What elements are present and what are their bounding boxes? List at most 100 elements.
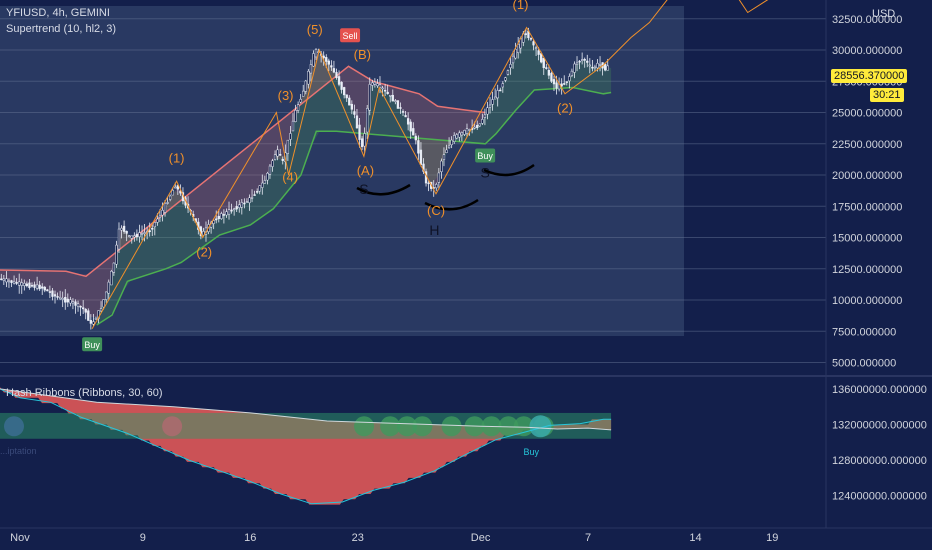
candle-up (481, 119, 484, 124)
ribbon-dot (4, 416, 24, 437)
time-axis-tick-label: 23 (352, 532, 364, 544)
candle-up (69, 299, 72, 304)
hash-ribbons-title: Hash Ribbons (Ribbons, 30, 60) (6, 387, 163, 399)
candle-down (414, 135, 417, 141)
candle-up (368, 84, 371, 111)
candle-down (0, 278, 3, 281)
time-axis-tick-label: 16 (244, 532, 256, 544)
wave-label: (1) (513, 0, 529, 12)
last-price-tag: 28556.370000 (831, 69, 908, 83)
ribbon-dot (354, 416, 375, 437)
candle-up (483, 114, 487, 118)
candle-up (501, 83, 504, 88)
candle-up (478, 123, 481, 127)
candle-up (35, 284, 39, 289)
candle-up (570, 70, 574, 76)
candle-down (215, 218, 218, 221)
wave-label: (2) (557, 101, 573, 116)
time-axis-tick-label: 14 (689, 532, 701, 544)
candle-down (345, 94, 348, 99)
candle-down (28, 282, 31, 288)
candle-up (171, 189, 174, 196)
candle-up (304, 80, 307, 92)
candle-up (153, 222, 156, 228)
candle-up (378, 84, 382, 88)
candle-down (358, 124, 361, 140)
candle-down (604, 63, 607, 71)
candle-up (506, 70, 510, 75)
price-axis-tick-label: 22500.000000 (832, 139, 902, 151)
supertrend-indicator-title: Supertrend (10, hl2, 3) (6, 23, 117, 35)
candle-up (534, 47, 538, 50)
pattern-label: S (480, 165, 489, 181)
candle-up (92, 321, 95, 325)
candle-up (156, 218, 159, 223)
candle-down (87, 310, 90, 321)
candle-up (248, 197, 251, 204)
elliott-wave-line (91, 0, 769, 330)
candle-down (51, 290, 54, 297)
wave-label: (B) (354, 47, 371, 62)
ribbon-faded-label: ...iptation (0, 446, 37, 456)
candle-down (537, 50, 540, 55)
candle-down (46, 289, 49, 292)
candle-up (202, 231, 205, 236)
candle-down (386, 91, 389, 95)
candle-up (58, 297, 62, 300)
candle-up (227, 209, 231, 215)
candle-down (417, 140, 420, 154)
candle-down (122, 225, 126, 232)
highlight-rectangle (0, 6, 684, 336)
ribbon-buy-label: Buy (523, 447, 539, 457)
candle-down (10, 280, 13, 283)
candle-down (560, 83, 563, 87)
candle-up (517, 43, 520, 53)
candle-up (20, 282, 23, 286)
signal-label: Buy (477, 151, 493, 161)
candle-down (499, 89, 502, 92)
supertrend-down-fill (0, 53, 486, 318)
candle-up (158, 215, 162, 218)
candle-up (504, 77, 507, 81)
candle-up (266, 173, 269, 181)
candle-down (253, 194, 256, 196)
candle-down (43, 286, 46, 291)
wave-label: (C) (427, 203, 445, 218)
candle-down (552, 79, 556, 85)
candle-up (232, 208, 236, 211)
candle-down (33, 284, 36, 288)
candle-down (325, 57, 328, 62)
candle-down (565, 81, 568, 83)
candle-up (212, 220, 215, 224)
ribbon-axis-tick-label: 136000000.000000 (832, 384, 927, 396)
candle-down (591, 66, 594, 69)
candle-up (312, 53, 315, 67)
price-axis-tick-label: 30000.000000 (832, 45, 902, 57)
buy-signal-marker (82, 337, 103, 352)
candle-down (230, 209, 233, 212)
candle-up (294, 110, 297, 122)
price-axis-tick-label: 5000.000000 (832, 358, 896, 370)
candle-up (220, 213, 223, 219)
wave-label: (2) (196, 244, 212, 259)
candle-up (593, 66, 597, 69)
candle-down (217, 215, 220, 220)
candle-down (404, 115, 407, 118)
candle-down (48, 291, 52, 293)
candle-up (120, 227, 123, 231)
candle-down (409, 121, 412, 132)
pattern-label: H (429, 222, 439, 238)
candle-down (555, 82, 558, 89)
candle-down (256, 191, 259, 193)
candle-down (348, 97, 351, 106)
candle-up (245, 201, 249, 203)
candle-up (473, 126, 476, 129)
candle-down (563, 83, 566, 85)
candle-up (140, 233, 144, 235)
candle-down (353, 111, 356, 115)
candle-down (406, 118, 410, 125)
candle-up (263, 180, 266, 184)
candle-up (463, 130, 466, 135)
candle-down (427, 182, 430, 185)
candle-up (7, 280, 11, 283)
